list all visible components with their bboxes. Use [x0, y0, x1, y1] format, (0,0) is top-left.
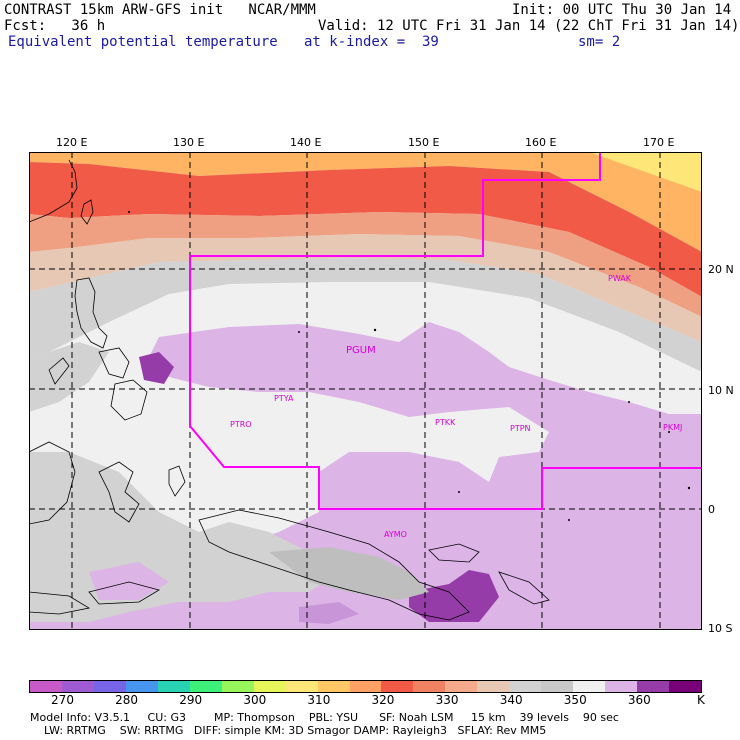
- color-swatch: [573, 681, 606, 692]
- color-swatch: [317, 681, 350, 692]
- lon-label-120: 120 E: [56, 136, 88, 149]
- header-smoothing: sm= 2: [578, 34, 621, 50]
- station-ptkk: PTKK: [435, 418, 456, 427]
- purple-tropics-main: [29, 322, 702, 630]
- coast-palawan: [48, 357, 70, 385]
- lat-label-0: 0: [708, 503, 715, 516]
- color-swatch: [189, 681, 222, 692]
- coast-solomons: [498, 571, 550, 605]
- station-ptro: PTRO: [230, 420, 252, 429]
- coast-sulawesi: [98, 461, 140, 523]
- color-swatch: [221, 681, 254, 692]
- color-swatch: [93, 681, 126, 692]
- color-scale-tick: 320: [371, 693, 395, 707]
- header-init-time: Init: 00 UTC Thu 30 Jan 14: [512, 2, 732, 18]
- color-swatch: [30, 681, 62, 692]
- purple-sea-south: [89, 562, 169, 600]
- color-scale-tick: 340: [499, 693, 523, 707]
- color-swatch: [413, 681, 446, 692]
- color-scale-tick: 280: [115, 693, 139, 707]
- color-scale-tick: 350: [563, 693, 587, 707]
- color-swatch: [445, 681, 478, 692]
- station-aymo: AYMO: [384, 530, 407, 539]
- islands: [128, 211, 691, 521]
- coast-timor: [88, 581, 161, 605]
- theta-e-map: [29, 152, 702, 630]
- color-swatch: [157, 681, 190, 692]
- coast-java-east: [29, 591, 91, 615]
- color-scale-tick: 330: [435, 693, 459, 707]
- color-swatch: [381, 681, 414, 692]
- color-swatch: [61, 681, 94, 692]
- lon-label-140: 140 E: [290, 136, 322, 149]
- color-swatch: [637, 681, 670, 692]
- color-scale-tick: 290: [179, 693, 203, 707]
- station-ptya: PTYA: [274, 394, 294, 403]
- header-valid-time: Valid: 12 UTC Fri 31 Jan 14 (22 ChT Fri …: [318, 18, 740, 34]
- lat-label-10n: 10 N: [708, 384, 734, 397]
- header-field-name: Equivalent potential temperature: [8, 34, 278, 50]
- purple-mid-south: [299, 602, 359, 624]
- lon-label-130: 130 E: [173, 136, 205, 149]
- color-swatch: [477, 681, 510, 692]
- station-pwak: PWAK: [608, 274, 632, 283]
- coast-china: [29, 159, 78, 223]
- header-source: CONTRAST 15km ARW-GFS init NCAR/MMM: [4, 2, 316, 18]
- color-swatch: [605, 681, 638, 692]
- color-swatch: [285, 681, 318, 692]
- color-swatch: [253, 681, 286, 692]
- color-swatch: [541, 681, 574, 692]
- color-scale-tick: 360: [627, 693, 651, 707]
- footer-physics-info: LW: RRTMG SW: RRTMG DIFF: simple KM: 3D …: [30, 724, 547, 737]
- color-swatch: [349, 681, 382, 692]
- band-yellow: [29, 152, 702, 212]
- color-scale-tick: 270: [51, 693, 74, 707]
- header-forecast-hour: Fcst: 36 h: [4, 18, 106, 34]
- band-salmon: [29, 212, 702, 317]
- color-scale-tick: 310: [307, 693, 331, 707]
- band-red: [29, 162, 702, 297]
- coastlines: [29, 159, 550, 621]
- band-tan: [29, 234, 702, 342]
- lon-label-160: 160 E: [525, 136, 557, 149]
- color-swatch: [669, 681, 702, 692]
- band-grey-north: [29, 258, 702, 372]
- station-ptpn: PTPN: [510, 424, 531, 433]
- coast-mindanao: [110, 379, 148, 421]
- lon-label-150: 150 E: [408, 136, 440, 149]
- footer-model-info: Model Info: V3.5.1 CU: G3 MP: Thompson P…: [30, 711, 619, 724]
- color-scale-unit: K: [697, 693, 705, 707]
- color-scale-bar: [29, 680, 702, 693]
- lat-label-20n: 20 N: [708, 263, 734, 276]
- purple-west-blob: [139, 352, 174, 384]
- coast-taiwan: [80, 199, 94, 225]
- band-grey-mid: [29, 342, 109, 412]
- color-swatch: [509, 681, 542, 692]
- band-orange: [29, 152, 702, 252]
- lat-label-10s: 10 S: [708, 622, 733, 635]
- fir-boundary: [189, 152, 702, 510]
- header-level: at k-index = 39: [304, 34, 439, 50]
- coast-newbritain: [428, 543, 480, 563]
- purple-dark-south: [409, 570, 499, 622]
- coast-borneo: [29, 441, 76, 525]
- color-scale-tick: 300: [243, 693, 267, 707]
- coast-newguinea: [198, 509, 470, 621]
- color-swatch: [125, 681, 158, 692]
- coast-halmahera: [168, 465, 186, 497]
- grey-newguinea: [269, 547, 429, 600]
- station-pgum: PGUM: [346, 345, 376, 356]
- lat-lon-grid: [29, 152, 702, 630]
- station-pkmj: PKMJ: [663, 423, 683, 432]
- coast-luzon: [74, 277, 108, 349]
- coast-visayas: [98, 347, 130, 379]
- lon-label-170: 170 E: [643, 136, 675, 149]
